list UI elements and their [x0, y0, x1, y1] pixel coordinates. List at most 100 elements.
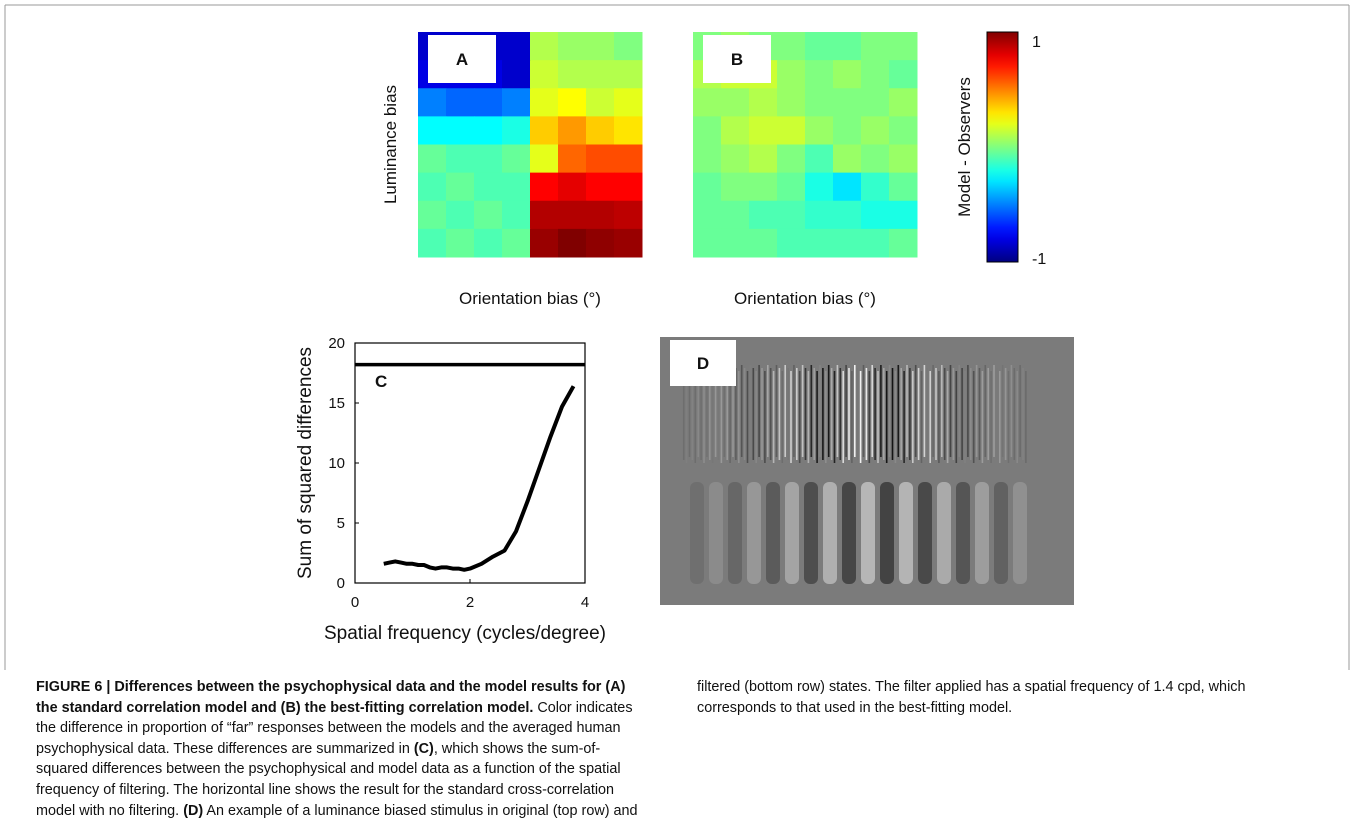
- stimulus-stripe: [918, 368, 920, 460]
- heatmap-cell: [805, 116, 834, 145]
- colorbar-tick-label: 1: [1032, 34, 1041, 51]
- heatmap-cell: [805, 201, 834, 230]
- heatmap-cell: [721, 88, 750, 117]
- heatmap-cell: [530, 173, 559, 202]
- caption-text: (C): [414, 741, 434, 757]
- stimulus-stripe: [1011, 365, 1013, 457]
- stimulus-stripe: [944, 368, 946, 460]
- stimulus-stripe: [964, 371, 966, 463]
- heatmap-cell: [889, 229, 918, 258]
- heatmap-cell: [418, 173, 447, 202]
- colorbar-label: Model - Observers: [955, 77, 974, 217]
- y-axis-label: Luminance bias: [381, 85, 400, 204]
- heatmap-cell: [749, 88, 778, 117]
- heatmap-cell: [749, 116, 778, 145]
- heatmap-cell: [805, 32, 834, 61]
- stimulus-stripe: [1025, 371, 1027, 463]
- heatmap-cell: [614, 60, 643, 89]
- stimulus-stripe: [799, 371, 801, 463]
- x-axis-label: Spatial frequency (cycles/degree): [324, 623, 606, 644]
- stimulus-bar: [1013, 482, 1027, 584]
- panel-label: A: [456, 50, 468, 69]
- stimulus-stripe: [851, 371, 853, 463]
- stimulus-stripe: [738, 371, 740, 463]
- stimulus-stripe: [811, 365, 813, 457]
- heatmap-cell: [530, 229, 559, 258]
- heatmap-cell: [502, 116, 531, 145]
- heatmap-cell: [749, 229, 778, 258]
- stimulus-stripe: [927, 368, 929, 460]
- heatmap-cell: [558, 32, 587, 61]
- y-tick-label: 10: [328, 455, 345, 472]
- heatmap-cell: [586, 60, 615, 89]
- heatmap-cell: [777, 145, 806, 174]
- stimulus-stripe: [863, 365, 865, 457]
- stimulus-stripe: [987, 368, 989, 460]
- heatmap-cell: [474, 229, 503, 258]
- heatmap-cell: [502, 173, 531, 202]
- heatmap-cell: [861, 173, 890, 202]
- heatmap-cell: [502, 229, 531, 258]
- stimulus-stripe: [758, 365, 760, 457]
- stimulus-stripe: [900, 368, 902, 460]
- heatmap-cell: [558, 88, 587, 117]
- stimulus-stripe: [973, 371, 975, 463]
- heatmap-cell: [833, 116, 862, 145]
- stimulus-stripe: [848, 368, 850, 460]
- heatmap-cell: [777, 173, 806, 202]
- heatmap-cell: [721, 229, 750, 258]
- heatmap-cell: [614, 145, 643, 174]
- stimulus-stripe: [924, 365, 926, 457]
- stimulus-stripe: [950, 365, 952, 457]
- stimulus-stripe: [958, 365, 960, 457]
- heatmap-cell: [777, 229, 806, 258]
- stimulus-stripe: [979, 368, 981, 460]
- stimulus-stripe: [976, 365, 978, 457]
- heatmap-cell: [586, 32, 615, 61]
- stimulus-stripe: [1008, 371, 1010, 463]
- heatmap-cell: [530, 116, 559, 145]
- stimulus-stripe: [886, 371, 888, 463]
- stimulus-stripe: [819, 365, 821, 457]
- heatmap-cell: [805, 60, 834, 89]
- heatmap-cell: [833, 173, 862, 202]
- heatmap-cell: [530, 201, 559, 230]
- stimulus-stripe: [1002, 365, 1004, 457]
- heatmap-cell: [861, 145, 890, 174]
- stimulus-stripe: [808, 371, 810, 463]
- stimulus-bar: [823, 482, 837, 584]
- heatmap-cell: [833, 145, 862, 174]
- heatmap-cell: [474, 201, 503, 230]
- heatmap-cell: [474, 116, 503, 145]
- y-axis-label: Sum of squared differences: [295, 347, 316, 579]
- stimulus-stripe: [912, 371, 914, 463]
- stimulus-bar: [785, 482, 799, 584]
- heatmap-cell: [446, 145, 475, 174]
- stimulus-stripe: [840, 368, 842, 460]
- stimulus-stripe: [825, 371, 827, 463]
- heatmap-cell: [721, 173, 750, 202]
- heatmap-cell: [889, 173, 918, 202]
- heatmap-cell: [833, 32, 862, 61]
- heatmap-cell: [721, 116, 750, 145]
- heatmap-cell: [418, 229, 447, 258]
- stimulus-bar: [975, 482, 989, 584]
- heatmap-cell: [502, 88, 531, 117]
- heatmap-cell: [805, 173, 834, 202]
- heatmap-cell: [833, 88, 862, 117]
- heatmap-cell: [558, 116, 587, 145]
- heatmap-cell: [614, 32, 643, 61]
- caption: FIGURE 6 | Differences between the psych…: [36, 677, 1302, 822]
- heatmap-cell: [805, 88, 834, 117]
- stimulus-stripe: [793, 365, 795, 457]
- heatmap-cell: [558, 229, 587, 258]
- stimulus-stripe: [877, 371, 879, 463]
- stimulus-stripe: [761, 368, 763, 460]
- heatmap-cell: [418, 116, 447, 145]
- heatmap-cell: [777, 88, 806, 117]
- stimulus-stripe: [961, 368, 963, 460]
- stimulus-stripe: [880, 365, 882, 457]
- heatmap-cell: [586, 173, 615, 202]
- stimulus-bar: [709, 482, 723, 584]
- stimulus-stripe: [866, 368, 868, 460]
